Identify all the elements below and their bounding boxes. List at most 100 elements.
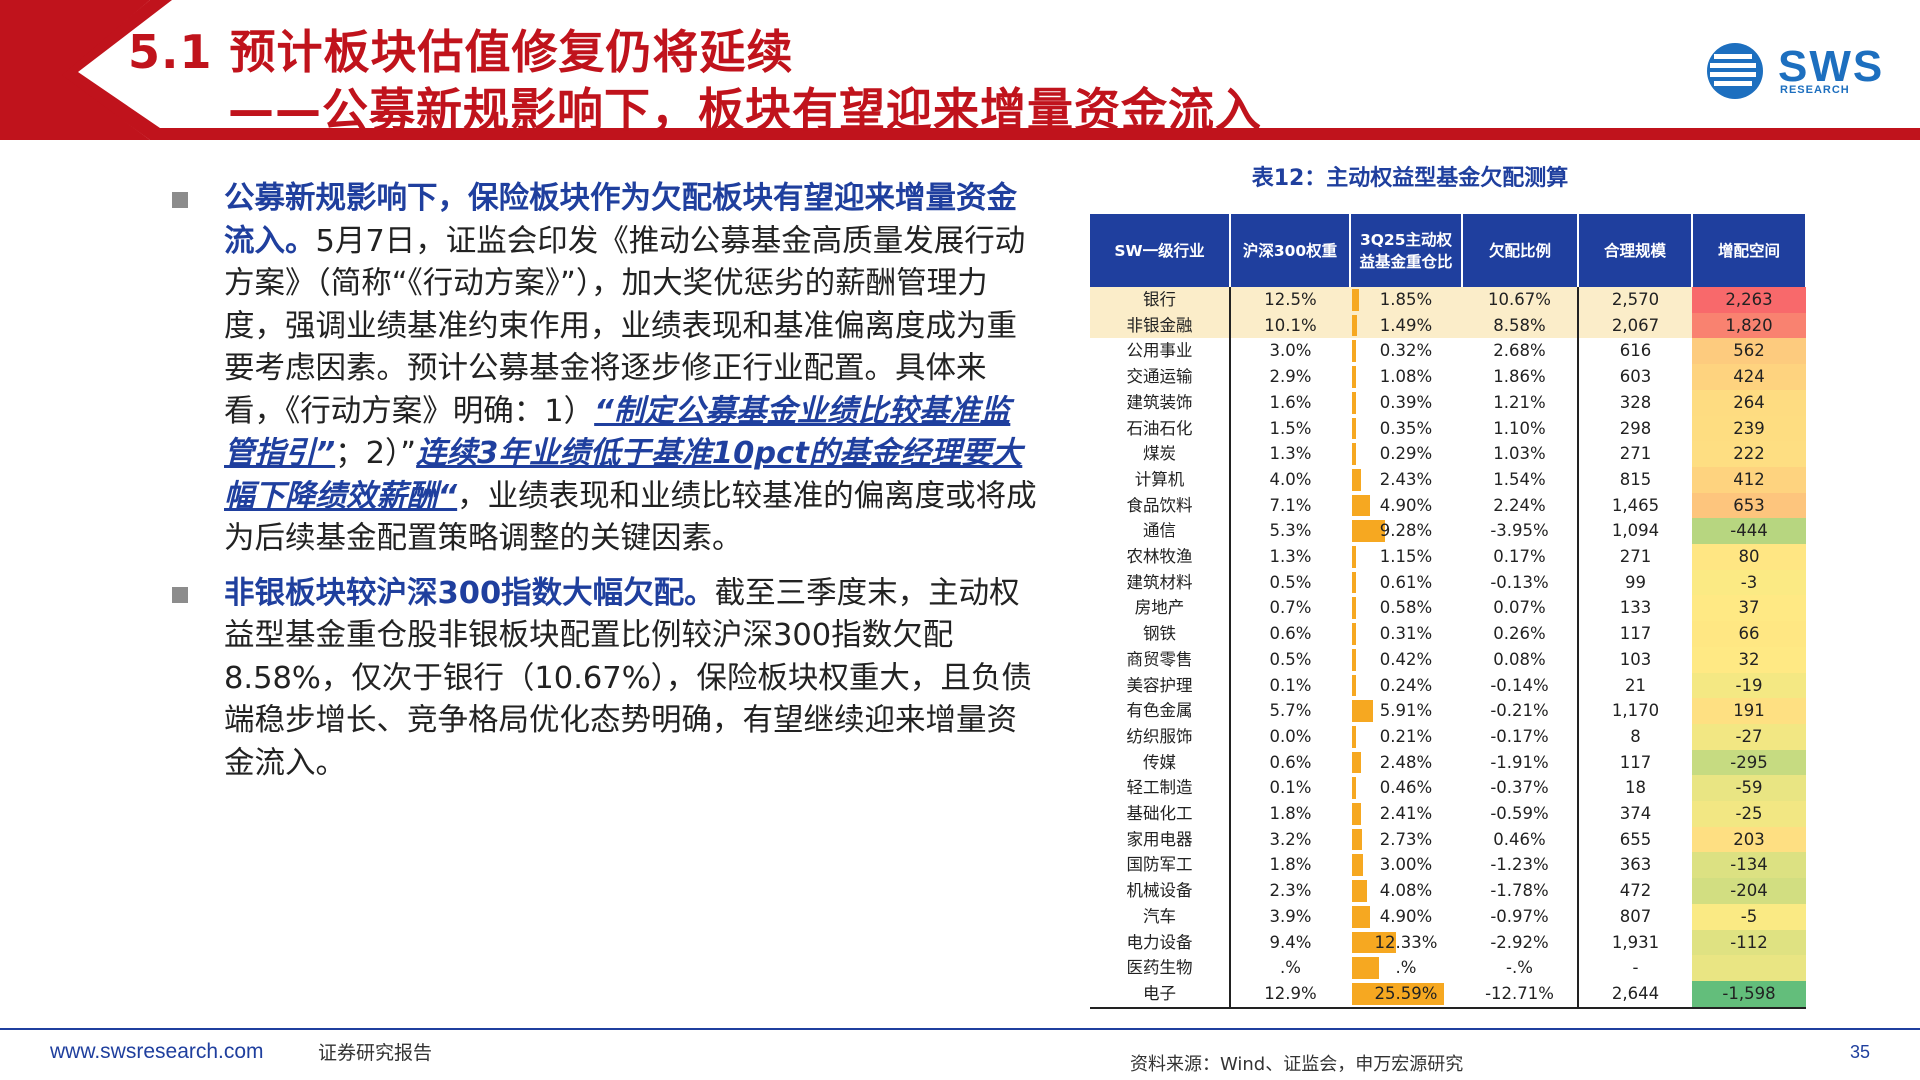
cell-underweight: -0.21% [1490,701,1549,721]
fund-ratio-bar [1352,314,1358,337]
cell-reasonable-scale: 117 [1577,621,1692,647]
cell-industry: 电力设备 [1090,929,1231,956]
cell-weight: 5.7% [1269,701,1312,721]
para1-text2: ；2）” [335,436,417,471]
cell-increase-space: -5 [1692,903,1806,930]
cell-underweight: 1.10% [1493,418,1546,438]
fund-ratio-value: 0.42% [1379,649,1433,669]
table-row: 机械设备 2.3% 4.08% -1.78% 472 -204 [1090,878,1806,904]
cell-increase-space: 203 [1692,826,1806,853]
fund-ratio-value: 2.48% [1379,752,1433,772]
cell-reasonable-scale: 603 [1577,364,1692,390]
para1-quote1: “制定公募基金业绩比较基准监管指引” [224,393,1011,472]
cell-underweight: 0.17% [1493,547,1546,567]
fund-ratio-bar [1352,468,1361,491]
cell-industry: 国防军工 [1090,852,1231,879]
sws-logo-icon [1707,43,1763,99]
footer-source: 资料来源：Wind、证监会，申万宏源研究 [1130,1054,1464,1075]
cell-industry: 非银金融 [1090,312,1231,339]
fund-ratio-value: 3.00% [1379,855,1433,875]
cell-fund-ratio: 1.08% [1350,364,1462,390]
cell-reasonable-scale: 99 [1577,569,1692,596]
cell-weight: 5.3% [1269,521,1312,541]
table-title: 表12：主动权益型基金欠配测算 [1251,166,1569,191]
fund-ratio-value: 2.41% [1379,804,1433,824]
fund-ratio-bar [1352,443,1356,465]
fund-ratio-value: 1.49% [1379,315,1433,335]
cell-increase-space: 412 [1692,466,1806,493]
bullet-square-icon [172,192,188,208]
cell-weight: 1.6% [1269,392,1312,412]
fund-ratio-bar [1352,828,1362,851]
cell-underweight: -1.78% [1490,881,1549,901]
cell-industry: 银行 [1090,287,1231,313]
cell-increase-space [1692,955,1806,981]
fund-ratio-value: 9.28% [1379,521,1433,541]
cell-weight: 1.3% [1269,444,1312,464]
cell-weight: 0.7% [1269,598,1312,618]
table-row: 食品饮料 7.1% 4.90% 2.24% 1,465 653 [1090,492,1806,519]
table-row: 农林牧渔 1.3% 1.15% 0.17% 271 80 [1090,544,1806,570]
footer-website-link[interactable]: www.swsresearch.com [50,1040,264,1063]
table-row: 石油石化 1.5% 0.35% 1.10% 298 239 [1090,415,1806,442]
cell-underweight: -0.14% [1490,675,1549,695]
cell-increase-space: 37 [1692,595,1806,622]
cell-reasonable-scale: 133 [1577,595,1692,622]
cell-underweight: 2.24% [1493,495,1546,515]
cell-reasonable-scale: 807 [1577,903,1692,930]
cell-increase-space: 264 [1692,389,1806,416]
cell-weight: 2.3% [1269,881,1312,901]
logo-text: SWS [1778,42,1885,91]
cell-underweight: 2.68% [1493,341,1546,361]
cell-weight: 0.6% [1269,624,1312,644]
fund-ratio-bar [1352,494,1370,517]
fund-ratio-value: 1.15% [1379,547,1433,567]
table-row: 煤炭 1.3% 0.29% 1.03% 271 222 [1090,441,1806,467]
fund-ratio-bar [1352,931,1397,954]
cell-weight: 0.0% [1269,726,1312,746]
cell-industry: 计算机 [1090,466,1231,493]
cell-weight: 12.5% [1230,287,1350,313]
cell-reasonable-scale: 2,067 [1577,312,1692,339]
fund-ratio-bar [1352,700,1374,722]
cell-underweight: -2.92% [1490,932,1549,952]
table-row: 计算机 4.0% 2.43% 1.54% 815 412 [1090,466,1806,493]
cell-underweight: 1.21% [1493,392,1546,412]
fund-ratio-value: 4.90% [1379,906,1433,926]
cell-fund-ratio: 9.28% [1350,518,1462,544]
cell-reasonable-scale: 18 [1577,775,1692,802]
cell-industry: 家用电器 [1090,826,1231,853]
cell-underweight: 1.54% [1493,469,1546,489]
cell-industry: 建筑材料 [1090,569,1231,596]
fund-ratio-bar [1352,417,1356,440]
cell-industry: 石油石化 [1090,415,1231,442]
cell-increase-space: -59 [1692,775,1806,802]
cell-reasonable-scale: 8 [1577,723,1692,750]
cell-underweight: -1.91% [1490,752,1549,772]
fund-ratio-value: 0.24% [1379,675,1433,695]
cell-increase-space: 653 [1692,492,1806,519]
fund-ratio-value: 2.43% [1379,469,1433,489]
cell-reasonable-scale: 472 [1577,878,1692,904]
header-fund-ratio: 3Q25主动权益基金重仓比 [1350,214,1463,287]
cell-increase-space: -3 [1692,569,1806,596]
cell-increase-space: 2,263 [1692,287,1806,313]
cell-reasonable-scale: 117 [1577,749,1692,776]
cell-increase-space: -204 [1692,878,1806,904]
page-title: 5.1 预计板块估值修复仍将延续 [128,25,794,79]
cell-fund-ratio: 0.61% [1350,570,1462,596]
table-header-row: SW一级行业 沪深300权重 3Q25主动权益基金重仓比 欠配比例 合理规模 增… [1090,214,1807,287]
cell-fund-ratio: 4.90% [1350,904,1462,930]
cell-reasonable-scale: 616 [1577,338,1692,365]
cell-reasonable-scale: 271 [1577,441,1692,467]
cell-increase-space: 239 [1692,415,1806,442]
cell-industry: 有色金属 [1090,698,1231,724]
fund-ratio-bar [1352,546,1357,568]
table-row: 非银金融 10.1% 1.49% 8.58% 2,067 1,820 [1090,312,1806,339]
header-reasonable-scale: 合理规模 [1578,214,1693,287]
cell-fund-ratio: 0.46% [1350,775,1462,801]
paragraph-2: 非银板块较沪深300指数大幅欠配。截至三季度末，主动权益型基金重仓股非银板块配置… [168,573,1038,786]
cell-underweight: -.% [1506,958,1533,978]
cell-weight: 0.1% [1269,675,1312,695]
table-row: 国防军工 1.8% 3.00% -1.23% 363 -134 [1090,852,1806,879]
